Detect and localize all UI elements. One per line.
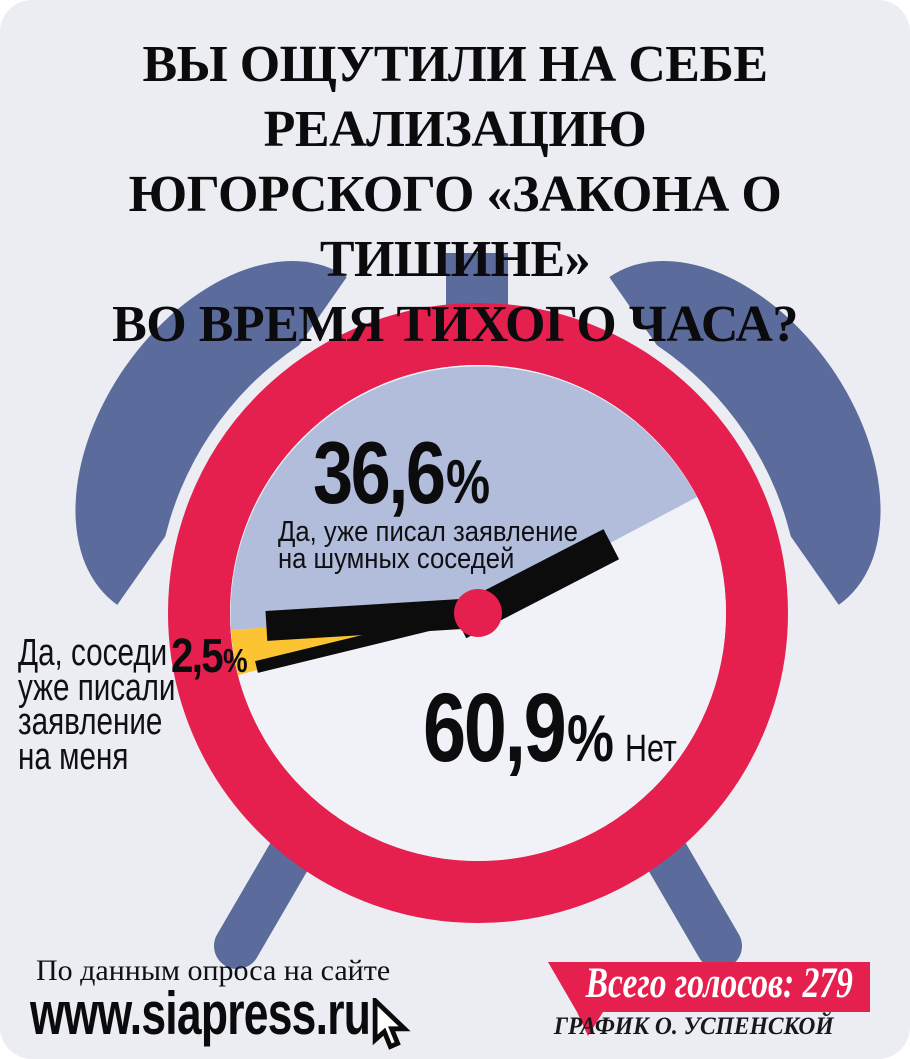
clock-ring: [168, 303, 788, 923]
votes-banner-shape: [548, 962, 870, 1036]
label-no: Нет: [625, 728, 678, 770]
label-wrote-complaint: Да, уже писал заявление на шумных соседе…: [278, 516, 611, 575]
title-line-3: ВО ВРЕМЯ ТИХОГО ЧАСА?: [112, 296, 798, 353]
value-complained-about-me-number: 2,5: [171, 630, 224, 683]
site-link-text[interactable]: www.siapress.ru: [30, 980, 371, 1047]
value-complained-about-me-percent-sign: %: [222, 642, 248, 679]
slice-wrote-complaint: [230, 366, 698, 630]
label-complained-about-me: Да, соседи уже писали заявление на меня: [18, 632, 220, 778]
label-complained-about-me-line-1: Да, соседи: [18, 632, 168, 674]
value-no-percent-sign: %: [566, 701, 614, 775]
total-votes-text: Всего голосов: 279: [585, 960, 853, 1007]
label-wrote-complaint-line-1: Да, уже писал заявление: [278, 516, 578, 548]
label-complained-about-me-line-4: на меня: [18, 735, 129, 778]
value-no: 60,9% Нет: [423, 679, 690, 776]
graphic-credit-text: ГРАФИК О. УСПЕНСКОЙ: [554, 1013, 834, 1040]
value-wrote-complaint-number: 36,6: [313, 423, 446, 522]
source-text: По данным опроса на сайте: [36, 954, 391, 987]
label-complained-about-me-line-3: заявление: [18, 701, 163, 743]
total-votes-banner: Всего голосов: 279: [548, 962, 870, 1005]
title-line-1: ВЫ ОЩУТИЛИ НА СЕБЕ РЕАЛИЗАЦИЮ: [142, 36, 768, 158]
value-wrote-complaint-percent-sign: %: [446, 448, 491, 517]
value-wrote-complaint: 36,6%: [313, 429, 501, 517]
mouse-cursor-arrow: [372, 998, 411, 1050]
graphic-credit: ГРАФИК О. УСПЕНСКОЙ: [504, 1014, 834, 1039]
label-wrote-complaint-line-2: на шумных соседей: [278, 543, 515, 575]
mouse-cursor-icon: [372, 998, 411, 1050]
site-link[interactable]: www.siapress.ru: [30, 984, 490, 1044]
poll-question-title: ВЫ ОЩУТИЛИ НА СЕБЕ РЕАЛИЗАЦИЮ ЮГОРСКОГО …: [0, 32, 910, 357]
title-line-2: ЮГОРСКОГО «ЗАКОНА О ТИШИНЕ»: [128, 166, 782, 288]
label-complained-about-me-line-2: уже писали: [18, 666, 176, 709]
clock-pivot: [454, 589, 502, 637]
value-complained-about-me: 2,5%: [171, 633, 252, 681]
value-no-number: 60,9: [423, 673, 567, 782]
clock-hand-hour: [265, 597, 487, 641]
